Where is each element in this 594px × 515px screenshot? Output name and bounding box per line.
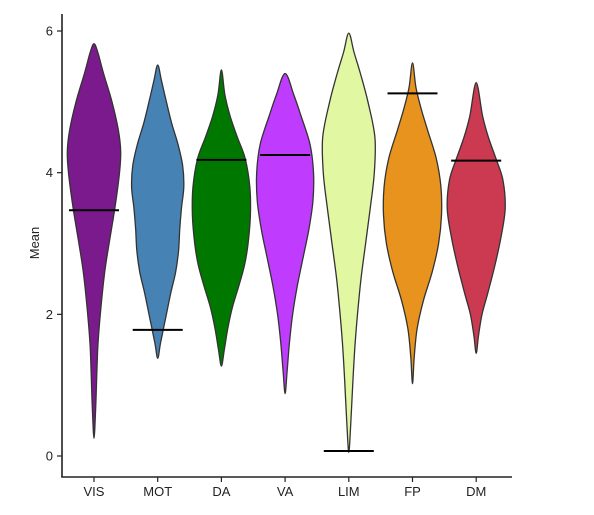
violin-va	[255, 72, 315, 395]
x-tick-label-da: DA	[212, 484, 230, 499]
violin-dm	[446, 82, 506, 354]
x-tick-label-lim: LIM	[338, 484, 360, 499]
y-axis-title: Mean	[27, 227, 42, 260]
y-tick-label: 4	[46, 165, 53, 180]
x-tick-label-fp: FP	[404, 484, 421, 499]
violin-group	[66, 32, 506, 454]
y-tick-label: 6	[46, 24, 53, 39]
violin-vis	[66, 43, 122, 439]
x-tick-label-va: VA	[277, 484, 294, 499]
y-tick-label: 2	[46, 307, 53, 322]
y-axis-ticks: 0 2 4 6	[46, 24, 62, 464]
x-tick-label-mot: MOT	[143, 484, 172, 499]
violin-lim	[321, 32, 377, 454]
x-axis-ticks: VIS MOT DA VA LIM FP DM	[84, 477, 486, 499]
x-tick-label-dm: DM	[466, 484, 486, 499]
violin-da	[191, 69, 252, 367]
violin-fp	[382, 62, 443, 385]
x-tick-label-vis: VIS	[84, 484, 105, 499]
violin-mot	[130, 64, 185, 359]
y-tick-label: 0	[46, 449, 53, 464]
